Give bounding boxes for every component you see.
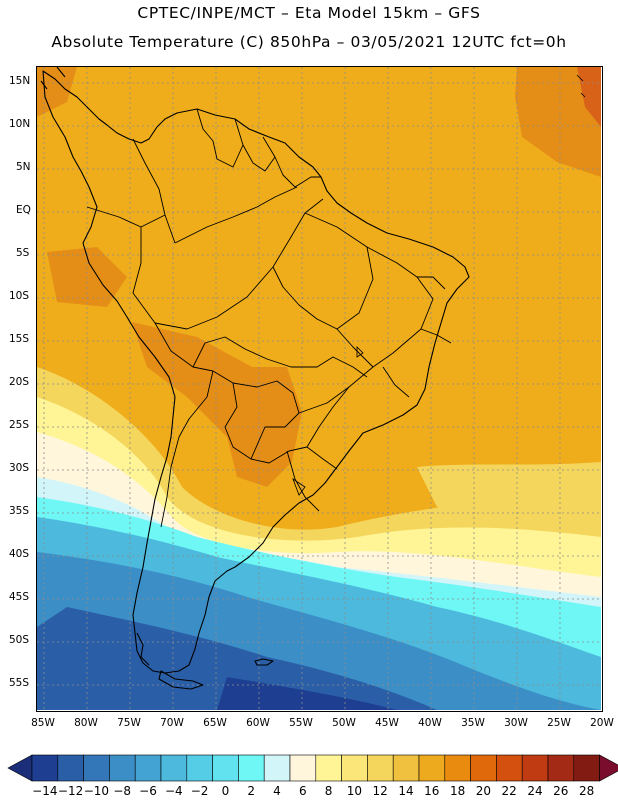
colorbar-swatch: [109, 754, 136, 782]
colorbar-label: −14: [32, 784, 58, 798]
lon-label: 45W: [375, 717, 399, 729]
colorbar-label: 10: [346, 784, 363, 798]
colorbar-swatch: [83, 754, 110, 782]
lat-label: 5S: [16, 247, 30, 259]
lon-label: 30W: [504, 717, 528, 729]
map-title-line2: Absolute Temperature (C) 850hPa – 03/05/…: [51, 33, 567, 51]
colorbar-swatch: [289, 754, 317, 782]
temperature-map: [36, 66, 603, 712]
colorbar-under-triangle: [7, 754, 33, 782]
lat-label: 30S: [9, 462, 30, 474]
lon-label: 40W: [418, 717, 442, 729]
colorbar-swatch: [573, 754, 600, 782]
lat-label: 45S: [9, 591, 30, 603]
lat-label: 50S: [9, 634, 30, 646]
lat-label: 10S: [9, 290, 30, 302]
colorbar-swatch: [392, 754, 420, 782]
lat-label: 35S: [9, 505, 30, 517]
colorbar-swatch: [238, 754, 265, 782]
lon-label: 35W: [461, 717, 485, 729]
lat-label: 15S: [9, 333, 30, 345]
colorbar-label: −8: [113, 784, 132, 798]
coastline: [40, 67, 470, 690]
lon-label: 85W: [31, 717, 55, 729]
colorbar-swatch: [57, 754, 84, 782]
colorbar-label: 28: [578, 784, 595, 798]
colorbar-swatch: [496, 754, 523, 782]
colorbar: [7, 754, 618, 782]
colorbar-label: 26: [553, 784, 569, 798]
colorbar-label: 24: [527, 784, 543, 798]
colorbar-swatch: [547, 754, 575, 782]
colorbar-swatch: [263, 754, 291, 782]
country-borders: [86, 108, 452, 528]
lat-label: 25S: [9, 419, 30, 431]
colorbar-swatch: [367, 754, 394, 782]
lon-label: 20W: [590, 717, 614, 729]
lat-lon-grid: [37, 67, 601, 710]
colorbar-label: −4: [164, 784, 183, 798]
lon-label: 50W: [332, 717, 356, 729]
colorbar-swatch: [186, 754, 213, 782]
lat-label: EQ: [16, 204, 31, 216]
map-title-line1: CPTEC/INPE/MCT – Eta Model 15km – GFS: [137, 4, 481, 22]
lat-label: 20S: [9, 376, 30, 388]
colorbar-label: 0: [221, 784, 230, 798]
hot-patch-north-atlantic: [515, 67, 601, 177]
colorbar-label: −6: [139, 784, 157, 798]
colorbar-swatch: [521, 754, 549, 782]
colorbar-label: 8: [324, 784, 333, 798]
hottest-patch: [577, 67, 601, 127]
colorbar-swatch: [418, 754, 446, 782]
colorbar-over-triangle: [599, 754, 618, 782]
hot-patch-paraguay: [132, 322, 302, 487]
colorbar-label: −12: [57, 784, 84, 798]
colorbar-swatch: [160, 754, 188, 782]
colorbar-swatch: [31, 754, 59, 782]
lon-label: 60W: [246, 717, 270, 729]
colorbar-label: 22: [501, 784, 517, 798]
lat-label: 55S: [9, 677, 30, 689]
colorbar-swatch: [470, 754, 497, 782]
colorbar-label: −2: [190, 784, 209, 798]
colorbar-swatch: [444, 754, 471, 782]
temperature-field: [37, 67, 601, 710]
colorbar-swatch: [134, 754, 162, 782]
colorbar-label: 2: [247, 784, 256, 798]
colorbar-label: −10: [83, 784, 110, 798]
lat-label: 5N: [16, 161, 31, 173]
lon-label: 80W: [74, 717, 98, 729]
colorbar-label: 16: [424, 784, 440, 798]
colorbar-label: 6: [298, 784, 307, 798]
lon-label: 25W: [547, 717, 571, 729]
colorbar-swatch: [315, 754, 342, 782]
lat-label: 15N: [9, 75, 31, 87]
colorbar-label: 4: [273, 784, 281, 798]
colorbar-swatch: [212, 754, 239, 782]
colorbar-label: 12: [372, 784, 388, 798]
lat-label: 40S: [9, 548, 30, 560]
lon-label: 75W: [117, 717, 141, 729]
lon-label: 65W: [203, 717, 227, 729]
colorbar-label: 18: [449, 784, 466, 798]
colorbar-label: 20: [475, 784, 492, 798]
lat-label: 10N: [9, 118, 31, 130]
colorbar-label: 14: [398, 784, 414, 798]
lon-label: 55W: [289, 717, 313, 729]
lon-label: 70W: [160, 717, 184, 729]
colorbar-swatch: [341, 754, 368, 782]
